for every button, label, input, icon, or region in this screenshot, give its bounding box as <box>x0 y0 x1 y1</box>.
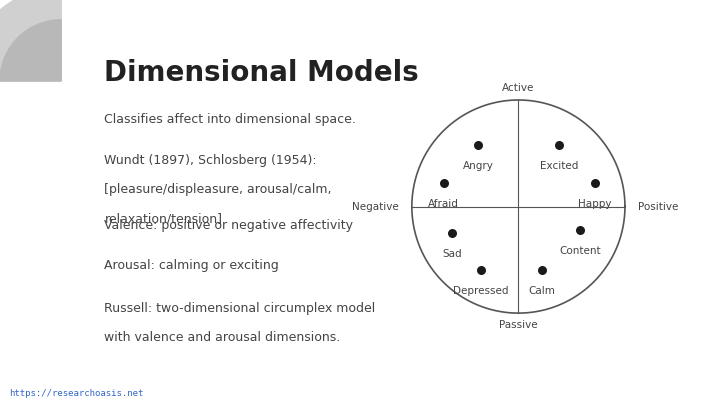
Text: with valence and arousal dimensions.: with valence and arousal dimensions. <box>104 331 341 344</box>
Text: Excited: Excited <box>540 161 578 171</box>
Text: https://researchoasis.net: https://researchoasis.net <box>9 389 143 398</box>
Text: Content: Content <box>559 246 601 256</box>
Text: Positive: Positive <box>638 202 678 211</box>
Polygon shape <box>0 20 61 81</box>
Text: Calm: Calm <box>528 286 555 296</box>
Text: Passive: Passive <box>499 320 538 330</box>
Text: Depressed: Depressed <box>454 286 509 296</box>
Text: Sad: Sad <box>443 249 462 259</box>
Text: Valence: positive or negative affectivity: Valence: positive or negative affectivit… <box>104 219 354 232</box>
Point <box>438 180 449 186</box>
Text: Arousal: calming or exciting: Arousal: calming or exciting <box>104 259 279 272</box>
Text: Angry: Angry <box>462 161 493 171</box>
Point <box>590 180 601 186</box>
Point <box>472 141 484 148</box>
Text: Wundt (1897), Schlosberg (1954):: Wundt (1897), Schlosberg (1954): <box>104 154 317 167</box>
Point <box>475 267 487 274</box>
Text: Active: Active <box>503 83 534 93</box>
Point <box>575 227 586 233</box>
Polygon shape <box>0 0 61 81</box>
Text: relaxation/tension]: relaxation/tension] <box>104 212 222 225</box>
Text: Russell: two-dimensional circumplex model: Russell: two-dimensional circumplex mode… <box>104 302 376 315</box>
Text: Classifies affect into dimensional space.: Classifies affect into dimensional space… <box>104 113 356 126</box>
Point <box>553 141 564 148</box>
Text: Afraid: Afraid <box>428 199 459 209</box>
Text: Negative: Negative <box>352 202 399 211</box>
Text: Dimensional Models: Dimensional Models <box>104 59 419 87</box>
Text: [pleasure/displeasure, arousal/calm,: [pleasure/displeasure, arousal/calm, <box>104 183 332 196</box>
Text: Happy: Happy <box>578 199 612 209</box>
Point <box>446 230 458 237</box>
Point <box>536 267 548 274</box>
